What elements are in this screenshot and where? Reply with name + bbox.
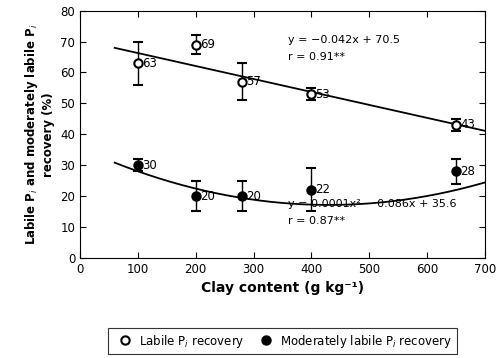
- Text: r = 0.87**: r = 0.87**: [288, 216, 346, 226]
- Text: 20: 20: [246, 189, 261, 203]
- X-axis label: Clay content (g kg⁻¹): Clay content (g kg⁻¹): [201, 281, 364, 295]
- Legend: Labile P$_i$ recovery, Moderately labile P$_i$ recovery: Labile P$_i$ recovery, Moderately labile…: [108, 328, 457, 354]
- Text: r = 0.91**: r = 0.91**: [288, 52, 346, 62]
- Text: y = 0.0001x² − 0.086x + 35.6: y = 0.0001x² − 0.086x + 35.6: [288, 199, 457, 209]
- Text: 30: 30: [142, 159, 156, 171]
- Text: y = −0.042x + 70.5: y = −0.042x + 70.5: [288, 35, 401, 45]
- Text: 57: 57: [246, 75, 261, 88]
- Text: 53: 53: [316, 88, 330, 101]
- Text: 43: 43: [460, 118, 475, 131]
- Text: 63: 63: [142, 57, 157, 70]
- Y-axis label: Labile P$_i$ and moderately labile P$_i$
recovery (%): Labile P$_i$ and moderately labile P$_i$…: [22, 24, 54, 245]
- Text: 22: 22: [316, 183, 330, 196]
- Text: 20: 20: [200, 189, 214, 203]
- Text: 69: 69: [200, 38, 215, 51]
- Text: 28: 28: [460, 165, 475, 178]
